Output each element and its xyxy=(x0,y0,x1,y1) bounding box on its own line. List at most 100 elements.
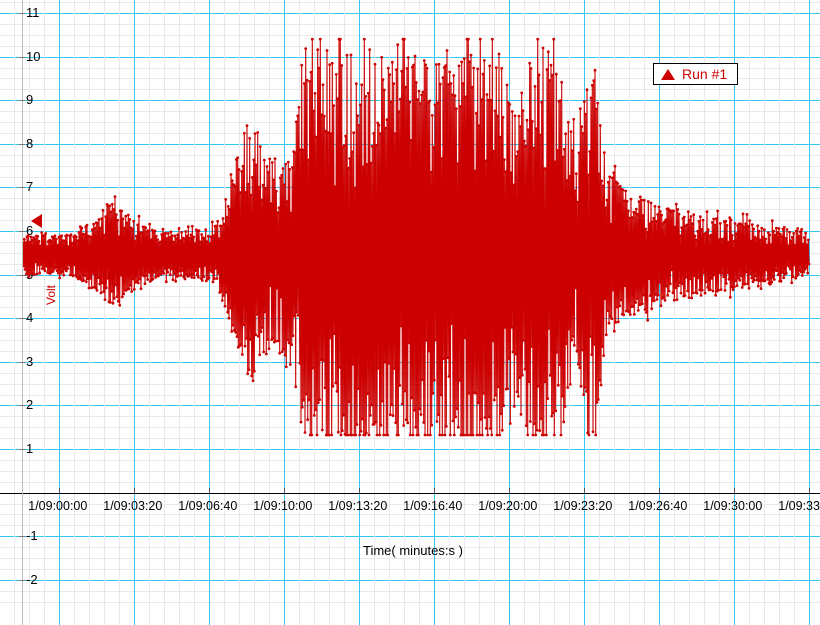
gridline-minor-horizontal xyxy=(0,504,820,505)
gridline-minor-vertical xyxy=(179,0,180,625)
gridline-minor-vertical xyxy=(764,0,765,625)
gridline-minor-horizontal xyxy=(0,2,820,3)
y-axis-tick xyxy=(19,57,25,58)
gridline-minor-horizontal xyxy=(0,569,820,570)
x-axis-tick xyxy=(509,487,510,493)
triangle-up-icon xyxy=(661,68,675,80)
series-line-run-1 xyxy=(23,39,810,436)
y-axis-tick xyxy=(19,449,25,450)
gridline-minor-vertical xyxy=(704,0,705,625)
x-axis-tick xyxy=(434,487,435,493)
gridline-minor-vertical xyxy=(29,0,30,625)
x-axis-tick-label: 1/09:23:20 xyxy=(553,498,613,513)
gridline-minor-horizontal xyxy=(0,68,820,69)
x-axis-tick xyxy=(134,487,135,493)
y-axis-tick-label: 4 xyxy=(26,310,34,326)
gridline-minor-horizontal xyxy=(0,602,820,603)
gridline-minor-vertical xyxy=(164,0,165,625)
y-axis-tick-label: 2 xyxy=(26,397,34,413)
x-axis-tick-label: 1/09:13:20 xyxy=(328,498,388,513)
y-axis-tick-label: 8 xyxy=(26,135,34,151)
gridline-minor-horizontal xyxy=(0,514,820,515)
y-axis-tick-label: 10 xyxy=(26,48,41,64)
x-axis-tick xyxy=(584,487,585,493)
gridline-minor-vertical xyxy=(149,0,150,625)
y-axis-tick xyxy=(19,405,25,406)
y-axis-tick xyxy=(19,362,25,363)
gridline-minor-horizontal xyxy=(0,482,820,483)
gridline-minor-horizontal xyxy=(0,35,820,36)
y-axis-tick xyxy=(19,318,25,319)
gridline-minor-horizontal xyxy=(0,24,820,25)
x-axis-tick-label: 1/09:03:20 xyxy=(103,498,163,513)
gridline-major-vertical xyxy=(809,0,810,625)
gridline-minor-horizontal xyxy=(0,525,820,526)
legend-item-label: Run #1 xyxy=(682,66,728,82)
x-axis-tick-label: 1/09:16:40 xyxy=(403,498,463,513)
gridline-minor-vertical xyxy=(194,0,195,625)
x-axis-tick-label: 1/09:20:00 xyxy=(478,498,538,513)
gridline-minor-vertical xyxy=(104,0,105,625)
x-axis-tick xyxy=(59,487,60,493)
gridline-major-horizontal xyxy=(0,536,820,537)
gridline-minor-horizontal xyxy=(0,591,820,592)
x-axis-tick-label: 1/09:06:40 xyxy=(178,498,238,513)
y-axis-title: Volt xyxy=(44,284,58,305)
y-axis-tick-label: -1 xyxy=(26,528,38,544)
y-axis-tick-label: 11 xyxy=(26,5,40,20)
legend[interactable]: Run #1 xyxy=(653,63,739,85)
y-axis-tick xyxy=(19,187,25,188)
gridline-major-horizontal xyxy=(0,580,820,581)
x-axis-line xyxy=(0,493,820,494)
x-axis-tick xyxy=(284,487,285,493)
gridline-minor-vertical xyxy=(89,0,90,625)
y-axis-tick xyxy=(19,13,25,14)
x-axis-tick-label: 1/09:10:00 xyxy=(253,498,313,513)
gridline-minor-vertical xyxy=(794,0,795,625)
y-axis-tick-label: 3 xyxy=(26,353,34,369)
y-axis-tick xyxy=(19,580,25,581)
gridline-minor-horizontal xyxy=(0,558,820,559)
y-axis-tick xyxy=(19,231,25,232)
gridline-major-vertical xyxy=(134,0,135,625)
y-axis-tick-label: 1 xyxy=(26,441,34,456)
gridline-minor-vertical xyxy=(779,0,780,625)
y-axis-tick-label: 6 xyxy=(26,223,34,238)
gridline-minor-horizontal xyxy=(0,78,820,79)
gridline-minor-horizontal xyxy=(0,547,820,548)
gridline-minor-vertical xyxy=(644,0,645,625)
x-axis-tick-label: 1/09:00:00 xyxy=(28,498,88,513)
gridline-minor-horizontal xyxy=(0,89,820,90)
gridline-minor-horizontal xyxy=(0,471,820,472)
x-axis-tick xyxy=(734,487,735,493)
gridline-major-vertical xyxy=(734,0,735,625)
y-axis-tick xyxy=(19,536,25,537)
gridline-minor-vertical xyxy=(14,0,15,625)
gridline-minor-vertical xyxy=(689,0,690,625)
x-axis-tick-label: 1/09:33:20 xyxy=(778,498,820,513)
y-axis-tick-label: -2 xyxy=(26,571,38,587)
x-axis-tick xyxy=(209,487,210,493)
y-axis-tick xyxy=(19,275,25,276)
gridline-minor-vertical xyxy=(119,0,120,625)
x-axis-title: Time( minutes:s ) xyxy=(363,543,463,558)
y-axis-tick-label: 9 xyxy=(26,92,34,108)
gridline-major-vertical xyxy=(59,0,60,625)
x-axis-tick xyxy=(809,487,810,493)
gridline-minor-vertical xyxy=(74,0,75,625)
left-pointer-cursor-icon[interactable] xyxy=(31,214,42,228)
gridline-major-horizontal xyxy=(0,13,820,14)
gridline-minor-vertical xyxy=(749,0,750,625)
x-axis-tick xyxy=(659,487,660,493)
gridline-major-vertical xyxy=(209,0,210,625)
gridline-minor-horizontal xyxy=(0,460,820,461)
gridline-minor-vertical xyxy=(719,0,720,625)
y-axis-tick-label: 7 xyxy=(26,179,34,195)
x-axis-tick xyxy=(359,487,360,493)
y-axis-tick xyxy=(19,144,25,145)
gridline-minor-horizontal xyxy=(0,438,820,439)
gridline-major-horizontal xyxy=(0,100,820,101)
gridline-minor-vertical xyxy=(224,0,225,625)
